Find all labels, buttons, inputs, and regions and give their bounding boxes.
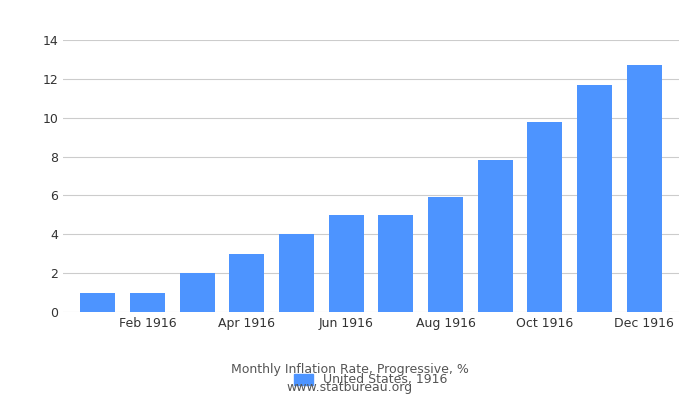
Bar — [230, 254, 264, 312]
Text: Monthly Inflation Rate, Progressive, %: Monthly Inflation Rate, Progressive, % — [231, 364, 469, 376]
Bar — [130, 292, 164, 312]
Bar — [528, 122, 562, 312]
Bar — [578, 85, 612, 312]
Bar — [428, 197, 463, 312]
Legend: United States, 1916: United States, 1916 — [288, 367, 454, 393]
Bar — [478, 160, 512, 312]
Bar — [80, 292, 116, 312]
Bar — [279, 234, 314, 312]
Bar — [379, 215, 413, 312]
Bar — [626, 65, 662, 312]
Text: www.statbureau.org: www.statbureau.org — [287, 382, 413, 394]
Bar — [329, 215, 363, 312]
Bar — [180, 273, 214, 312]
